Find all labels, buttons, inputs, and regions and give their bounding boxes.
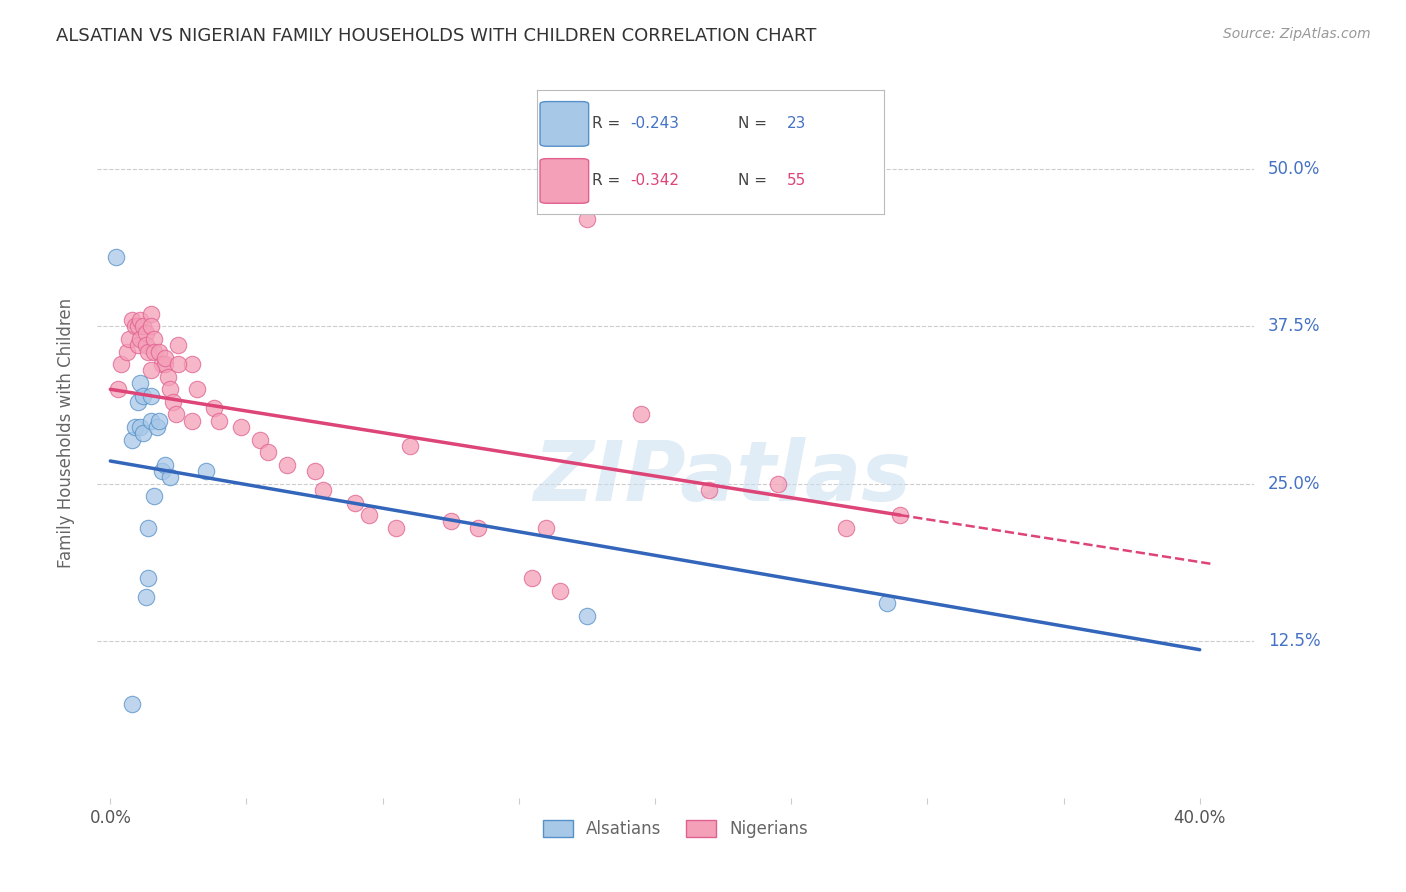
Nigerians xyxy=(138,344,160,359)
Nigerians xyxy=(357,508,380,522)
Alsatians xyxy=(141,414,163,428)
Alsatians xyxy=(159,470,181,484)
Nigerians xyxy=(142,332,165,346)
Alsatians xyxy=(141,388,163,402)
Nigerians xyxy=(135,326,157,340)
Nigerians xyxy=(534,521,557,535)
Legend: Alsatians, Nigerians: Alsatians, Nigerians xyxy=(536,813,815,845)
Nigerians xyxy=(467,521,489,535)
Alsatians xyxy=(104,250,127,264)
Alsatians xyxy=(135,590,157,604)
Alsatians xyxy=(148,414,170,428)
Alsatians xyxy=(129,420,152,434)
Text: 50.0%: 50.0% xyxy=(1268,161,1320,178)
Nigerians xyxy=(208,414,231,428)
Alsatians xyxy=(127,395,149,409)
Nigerians xyxy=(153,351,176,365)
Nigerians xyxy=(202,401,225,416)
Alsatians xyxy=(145,420,167,434)
Nigerians xyxy=(156,369,179,384)
Nigerians xyxy=(385,521,408,535)
Alsatians xyxy=(142,489,165,503)
Nigerians xyxy=(575,212,598,227)
Text: 37.5%: 37.5% xyxy=(1268,318,1320,335)
Nigerians xyxy=(141,319,163,334)
Nigerians xyxy=(167,338,190,352)
Nigerians xyxy=(257,445,280,459)
Alsatians xyxy=(138,571,160,585)
Nigerians xyxy=(312,483,335,497)
Y-axis label: Family Households with Children: Family Households with Children xyxy=(58,298,75,568)
Text: Source: ZipAtlas.com: Source: ZipAtlas.com xyxy=(1223,27,1371,41)
Nigerians xyxy=(127,338,149,352)
Nigerians xyxy=(249,433,271,447)
Nigerians xyxy=(121,313,143,327)
Nigerians xyxy=(699,483,721,497)
Nigerians xyxy=(344,495,367,509)
Alsatians xyxy=(132,388,155,402)
Nigerians xyxy=(118,332,141,346)
Nigerians xyxy=(148,344,170,359)
Nigerians xyxy=(142,344,165,359)
Nigerians xyxy=(127,319,149,334)
Alsatians xyxy=(876,596,898,610)
Nigerians xyxy=(135,338,157,352)
Nigerians xyxy=(181,414,204,428)
Nigerians xyxy=(766,476,789,491)
Nigerians xyxy=(132,319,155,334)
Nigerians xyxy=(141,307,163,321)
Nigerians xyxy=(162,395,184,409)
Nigerians xyxy=(399,439,422,453)
Nigerians xyxy=(889,508,911,522)
Nigerians xyxy=(129,313,152,327)
Alsatians xyxy=(121,697,143,711)
Alsatians xyxy=(194,464,217,478)
Alsatians xyxy=(129,376,152,390)
Text: ALSATIAN VS NIGERIAN FAMILY HOUSEHOLDS WITH CHILDREN CORRELATION CHART: ALSATIAN VS NIGERIAN FAMILY HOUSEHOLDS W… xyxy=(56,27,817,45)
Alsatians xyxy=(132,426,155,441)
Alsatians xyxy=(138,521,160,535)
Nigerians xyxy=(304,464,326,478)
Nigerians xyxy=(107,382,129,396)
Nigerians xyxy=(153,357,176,371)
Nigerians xyxy=(834,521,856,535)
Nigerians xyxy=(630,408,652,422)
Nigerians xyxy=(124,319,146,334)
Nigerians xyxy=(150,357,173,371)
Nigerians xyxy=(181,357,204,371)
Alsatians xyxy=(124,420,146,434)
Nigerians xyxy=(522,571,544,585)
Nigerians xyxy=(229,420,252,434)
Nigerians xyxy=(276,458,298,472)
Nigerians xyxy=(110,357,132,371)
Text: 12.5%: 12.5% xyxy=(1268,632,1320,650)
Nigerians xyxy=(186,382,208,396)
Text: 25.0%: 25.0% xyxy=(1268,475,1320,492)
Nigerians xyxy=(440,515,463,529)
Alsatians xyxy=(153,458,176,472)
Nigerians xyxy=(167,357,190,371)
Alsatians xyxy=(150,464,173,478)
Nigerians xyxy=(548,583,571,598)
Nigerians xyxy=(115,344,138,359)
Nigerians xyxy=(129,332,152,346)
Alsatians xyxy=(121,433,143,447)
Nigerians xyxy=(165,408,187,422)
Nigerians xyxy=(159,382,181,396)
Alsatians xyxy=(575,608,598,623)
Text: ZIPatlas: ZIPatlas xyxy=(533,436,911,517)
Nigerians xyxy=(141,363,163,377)
